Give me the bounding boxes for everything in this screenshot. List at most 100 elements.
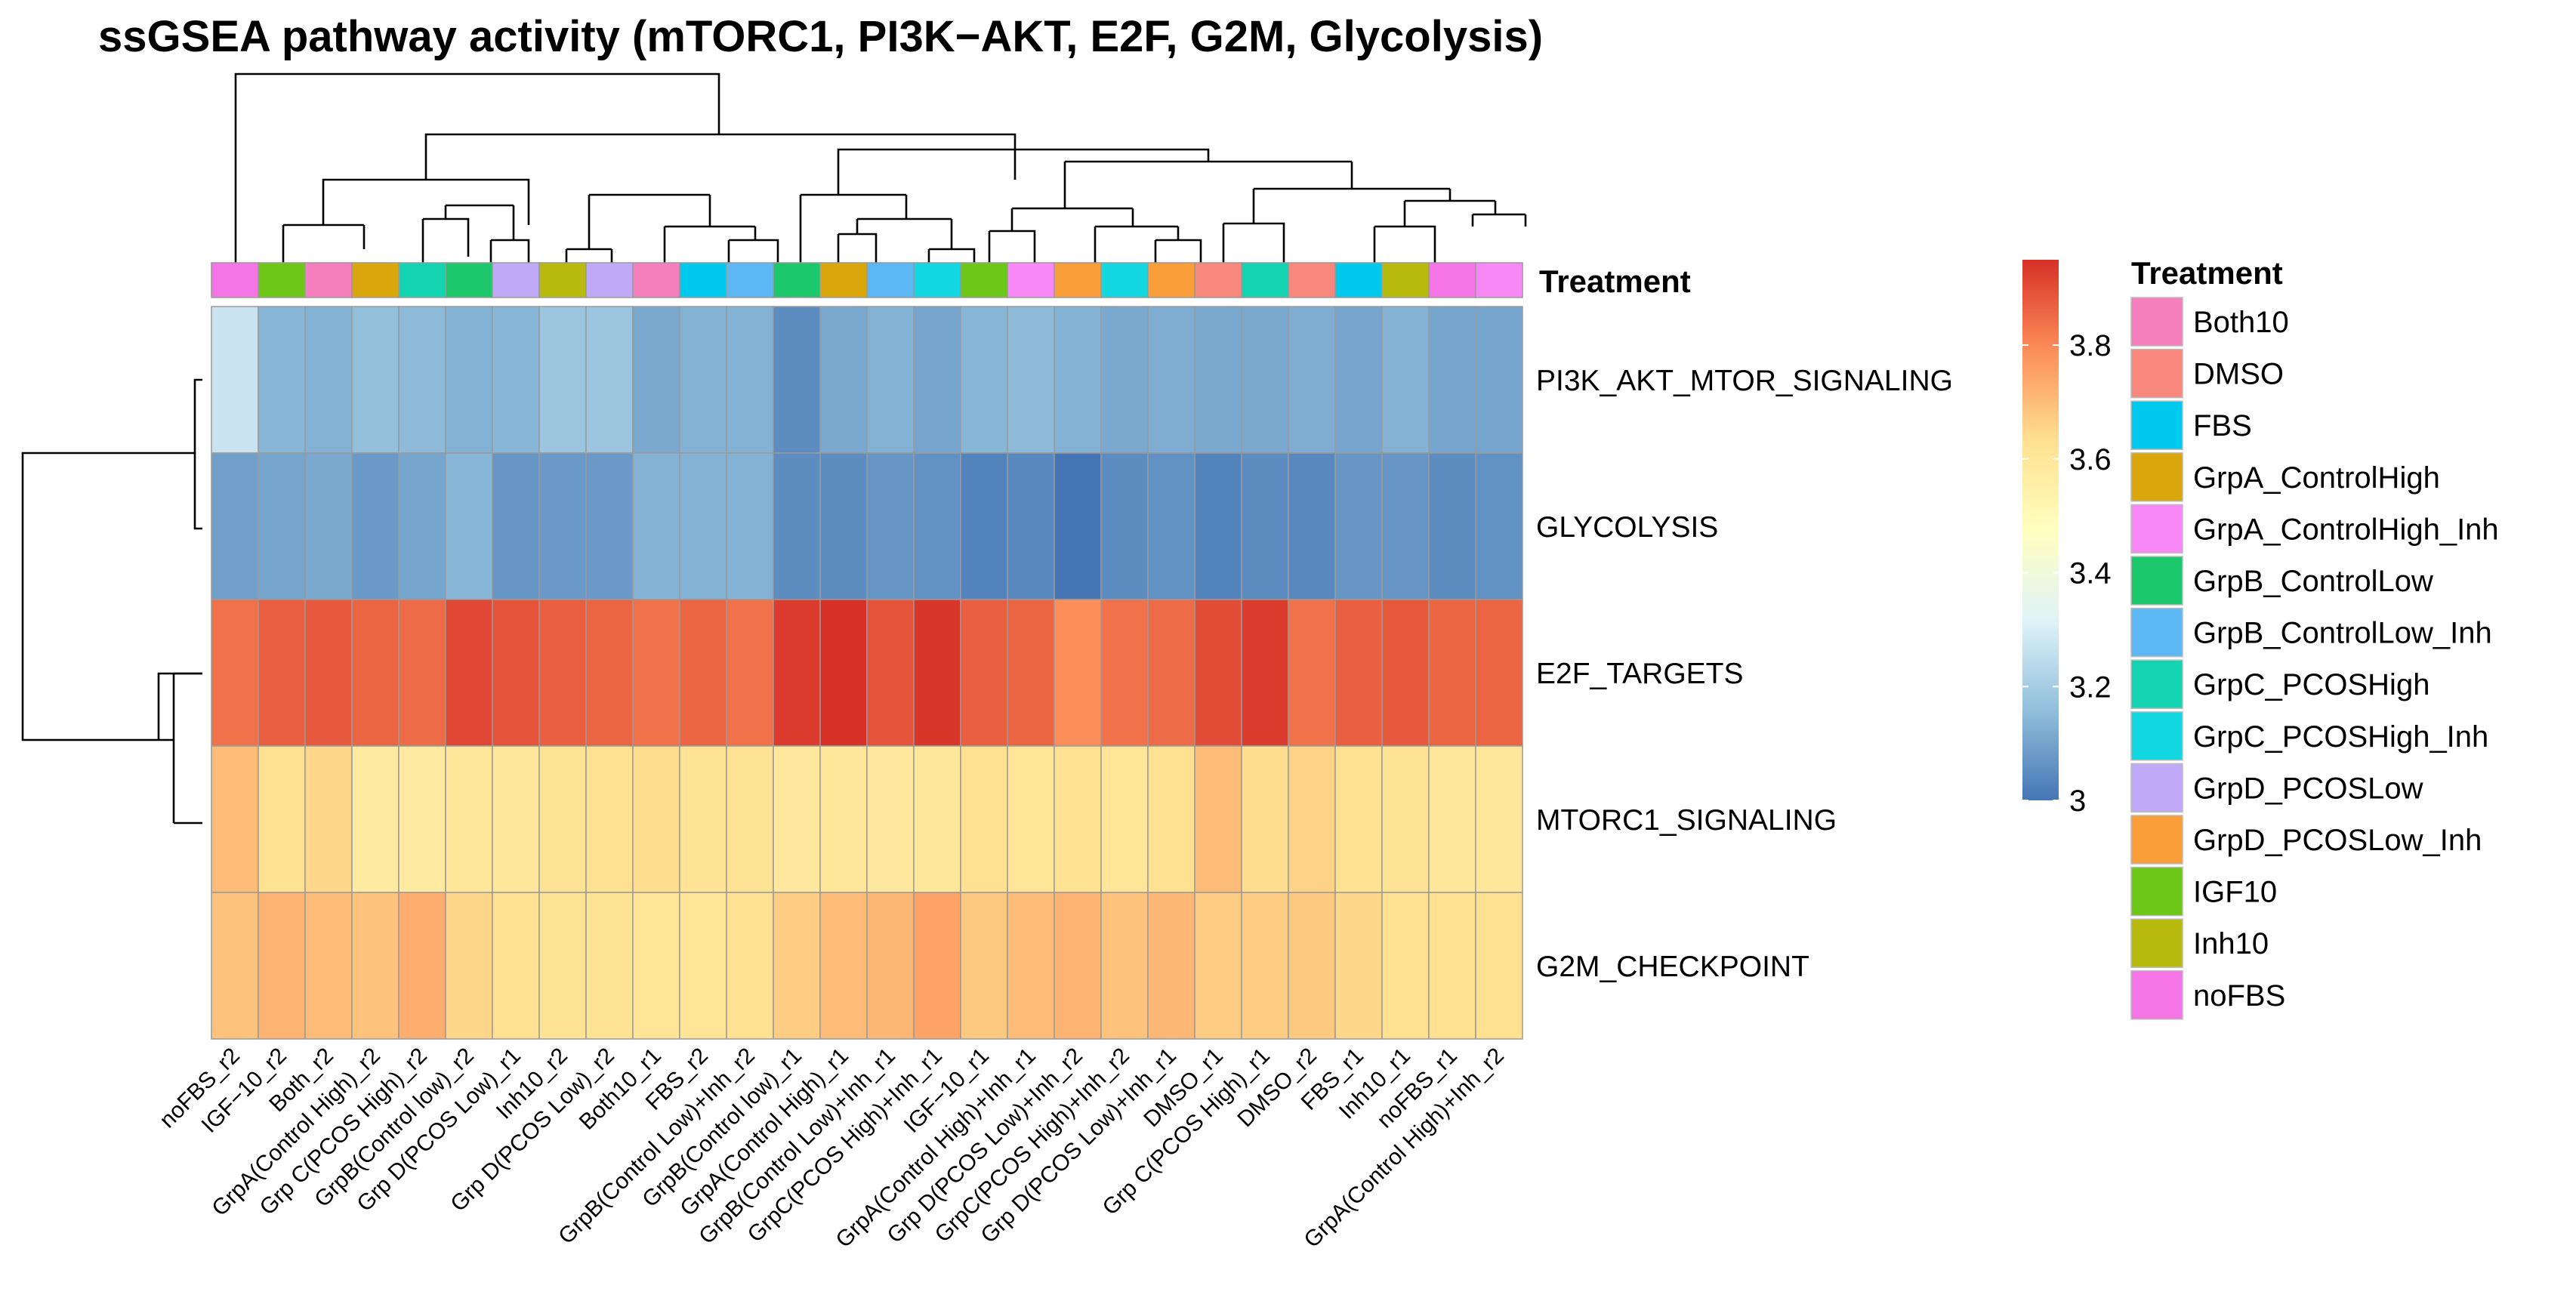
color-scale-tick-label: 3.8	[2069, 329, 2112, 362]
annotation-cell	[1194, 262, 1242, 298]
heatmap-cell	[351, 452, 400, 600]
heatmap-cell	[585, 306, 634, 454]
legend-item-label: GrpA_ControlHigh	[2193, 461, 2440, 495]
heatmap-cell	[773, 599, 821, 747]
heatmap-cell	[1147, 892, 1195, 1040]
heatmap-cell	[1194, 306, 1242, 454]
color-scale-ticks: 3 3.2 3.4 3.6 3.8	[2022, 329, 2112, 818]
heatmap-cell	[585, 599, 634, 747]
heatmap-cell	[1007, 599, 1055, 747]
legend-item-label: Both10	[2193, 306, 2289, 339]
legend-item-label: GrpD_PCOSLow_Inh	[2193, 824, 2482, 857]
heatmap-cell	[1475, 306, 1523, 454]
legend-swatch	[2130, 400, 2183, 450]
heatmap-cell	[819, 892, 868, 1040]
heatmap-cell	[913, 452, 961, 600]
heatmap-cell	[819, 452, 868, 600]
heatmap-cell	[1100, 745, 1149, 893]
heatmap-cell	[1241, 599, 1289, 747]
heatmap-cell	[398, 306, 446, 454]
heatmap-cell	[1381, 452, 1430, 600]
heatmap-cell	[211, 892, 259, 1040]
heatmap-cell	[258, 452, 306, 600]
annotation-cell	[1241, 262, 1289, 298]
heatmap-cell	[1100, 306, 1149, 454]
annotation-cell	[1147, 262, 1195, 298]
heatmap-cell	[960, 452, 1008, 600]
annotation-cell	[1334, 262, 1383, 298]
heatmap-cell	[1147, 452, 1195, 600]
heatmap-cell	[538, 452, 587, 600]
heatmap-cell	[304, 745, 353, 893]
heatmap-cell	[1194, 599, 1242, 747]
heatmap-cell	[632, 599, 680, 747]
heatmap-cell	[1194, 452, 1242, 600]
heatmap-cell	[913, 745, 961, 893]
heatmap-cell	[538, 306, 587, 454]
annotation-cell	[726, 262, 774, 298]
annotation-cell	[866, 262, 915, 298]
row-label: MTORC1_SIGNALING	[1536, 804, 1837, 837]
heatmap-cell	[1475, 452, 1523, 600]
annotation-cell	[351, 262, 400, 298]
heatmap-cell	[1381, 599, 1430, 747]
heatmap-cell	[866, 892, 915, 1040]
heatmap-cell	[726, 892, 774, 1040]
annotation-cell	[445, 262, 493, 298]
legend-swatch	[2130, 659, 2183, 709]
row-label: GLYCOLYSIS	[1536, 511, 1718, 544]
heatmap-cell	[773, 892, 821, 1040]
heatmap-cell	[726, 745, 774, 893]
heatmap-cell	[1288, 452, 1336, 600]
heatmap-cell	[492, 452, 540, 600]
row-dendrogram	[21, 378, 202, 825]
legend-item-label: Inh10	[2193, 927, 2269, 960]
legend-swatch	[2130, 348, 2183, 399]
heatmap-cell	[1428, 599, 1476, 747]
color-scale: 3 3.2 3.4 3.6 3.8	[2022, 260, 2112, 818]
color-scale-tick-label: 3	[2069, 785, 2086, 818]
heatmap-cell	[726, 306, 774, 454]
annotation-cell	[304, 262, 353, 298]
row-label: G2M_CHECKPOINT	[1536, 951, 1809, 983]
annotation-cell	[679, 262, 727, 298]
legend-swatch	[2130, 815, 2183, 865]
row-label: PI3K_AKT_MTOR_SIGNALING	[1536, 365, 1953, 397]
legend-item-label: noFBS	[2193, 979, 2285, 1013]
color-scale-tick-label: 3.4	[2069, 557, 2112, 590]
heatmap-cell	[632, 745, 680, 893]
heatmap-cell	[351, 892, 400, 1040]
annotation-cell	[585, 262, 634, 298]
heatmap-cell	[1428, 306, 1476, 454]
heatmap-cell	[1054, 306, 1102, 454]
heatmap-cell	[866, 599, 915, 747]
annotation-cell	[211, 262, 259, 298]
row-label: E2F_TARGETS	[1536, 658, 1744, 690]
heatmap-cell	[773, 745, 821, 893]
heatmap-cell	[258, 892, 306, 1040]
legend-item-label: IGF10	[2193, 876, 2277, 909]
heatmap-cell	[1054, 892, 1102, 1040]
heatmap-cell	[1054, 599, 1102, 747]
heatmap-cell	[1007, 892, 1055, 1040]
heatmap-cell	[492, 599, 540, 747]
heatmap-cell	[866, 306, 915, 454]
annotation-cell	[819, 262, 868, 298]
heatmap-cells	[211, 306, 1523, 1040]
heatmap-cell	[1475, 599, 1523, 747]
color-scale-bar	[2022, 260, 2059, 800]
legend-swatch	[2130, 297, 2183, 347]
legend-item-label: DMSO	[2193, 358, 2284, 391]
heatmap-cell	[1381, 745, 1430, 893]
heatmap-cell	[1100, 892, 1149, 1040]
heatmap-cell	[1147, 599, 1195, 747]
heatmap-cell	[819, 745, 868, 893]
annotation-cell	[492, 262, 540, 298]
heatmap-cell	[679, 306, 727, 454]
heatmap-cell	[1194, 892, 1242, 1040]
annotation-cell	[1475, 262, 1523, 298]
heatmap-cell	[819, 599, 868, 747]
annotation-cell	[632, 262, 680, 298]
heatmap-cell	[351, 745, 400, 893]
heatmap-cell	[538, 745, 587, 893]
